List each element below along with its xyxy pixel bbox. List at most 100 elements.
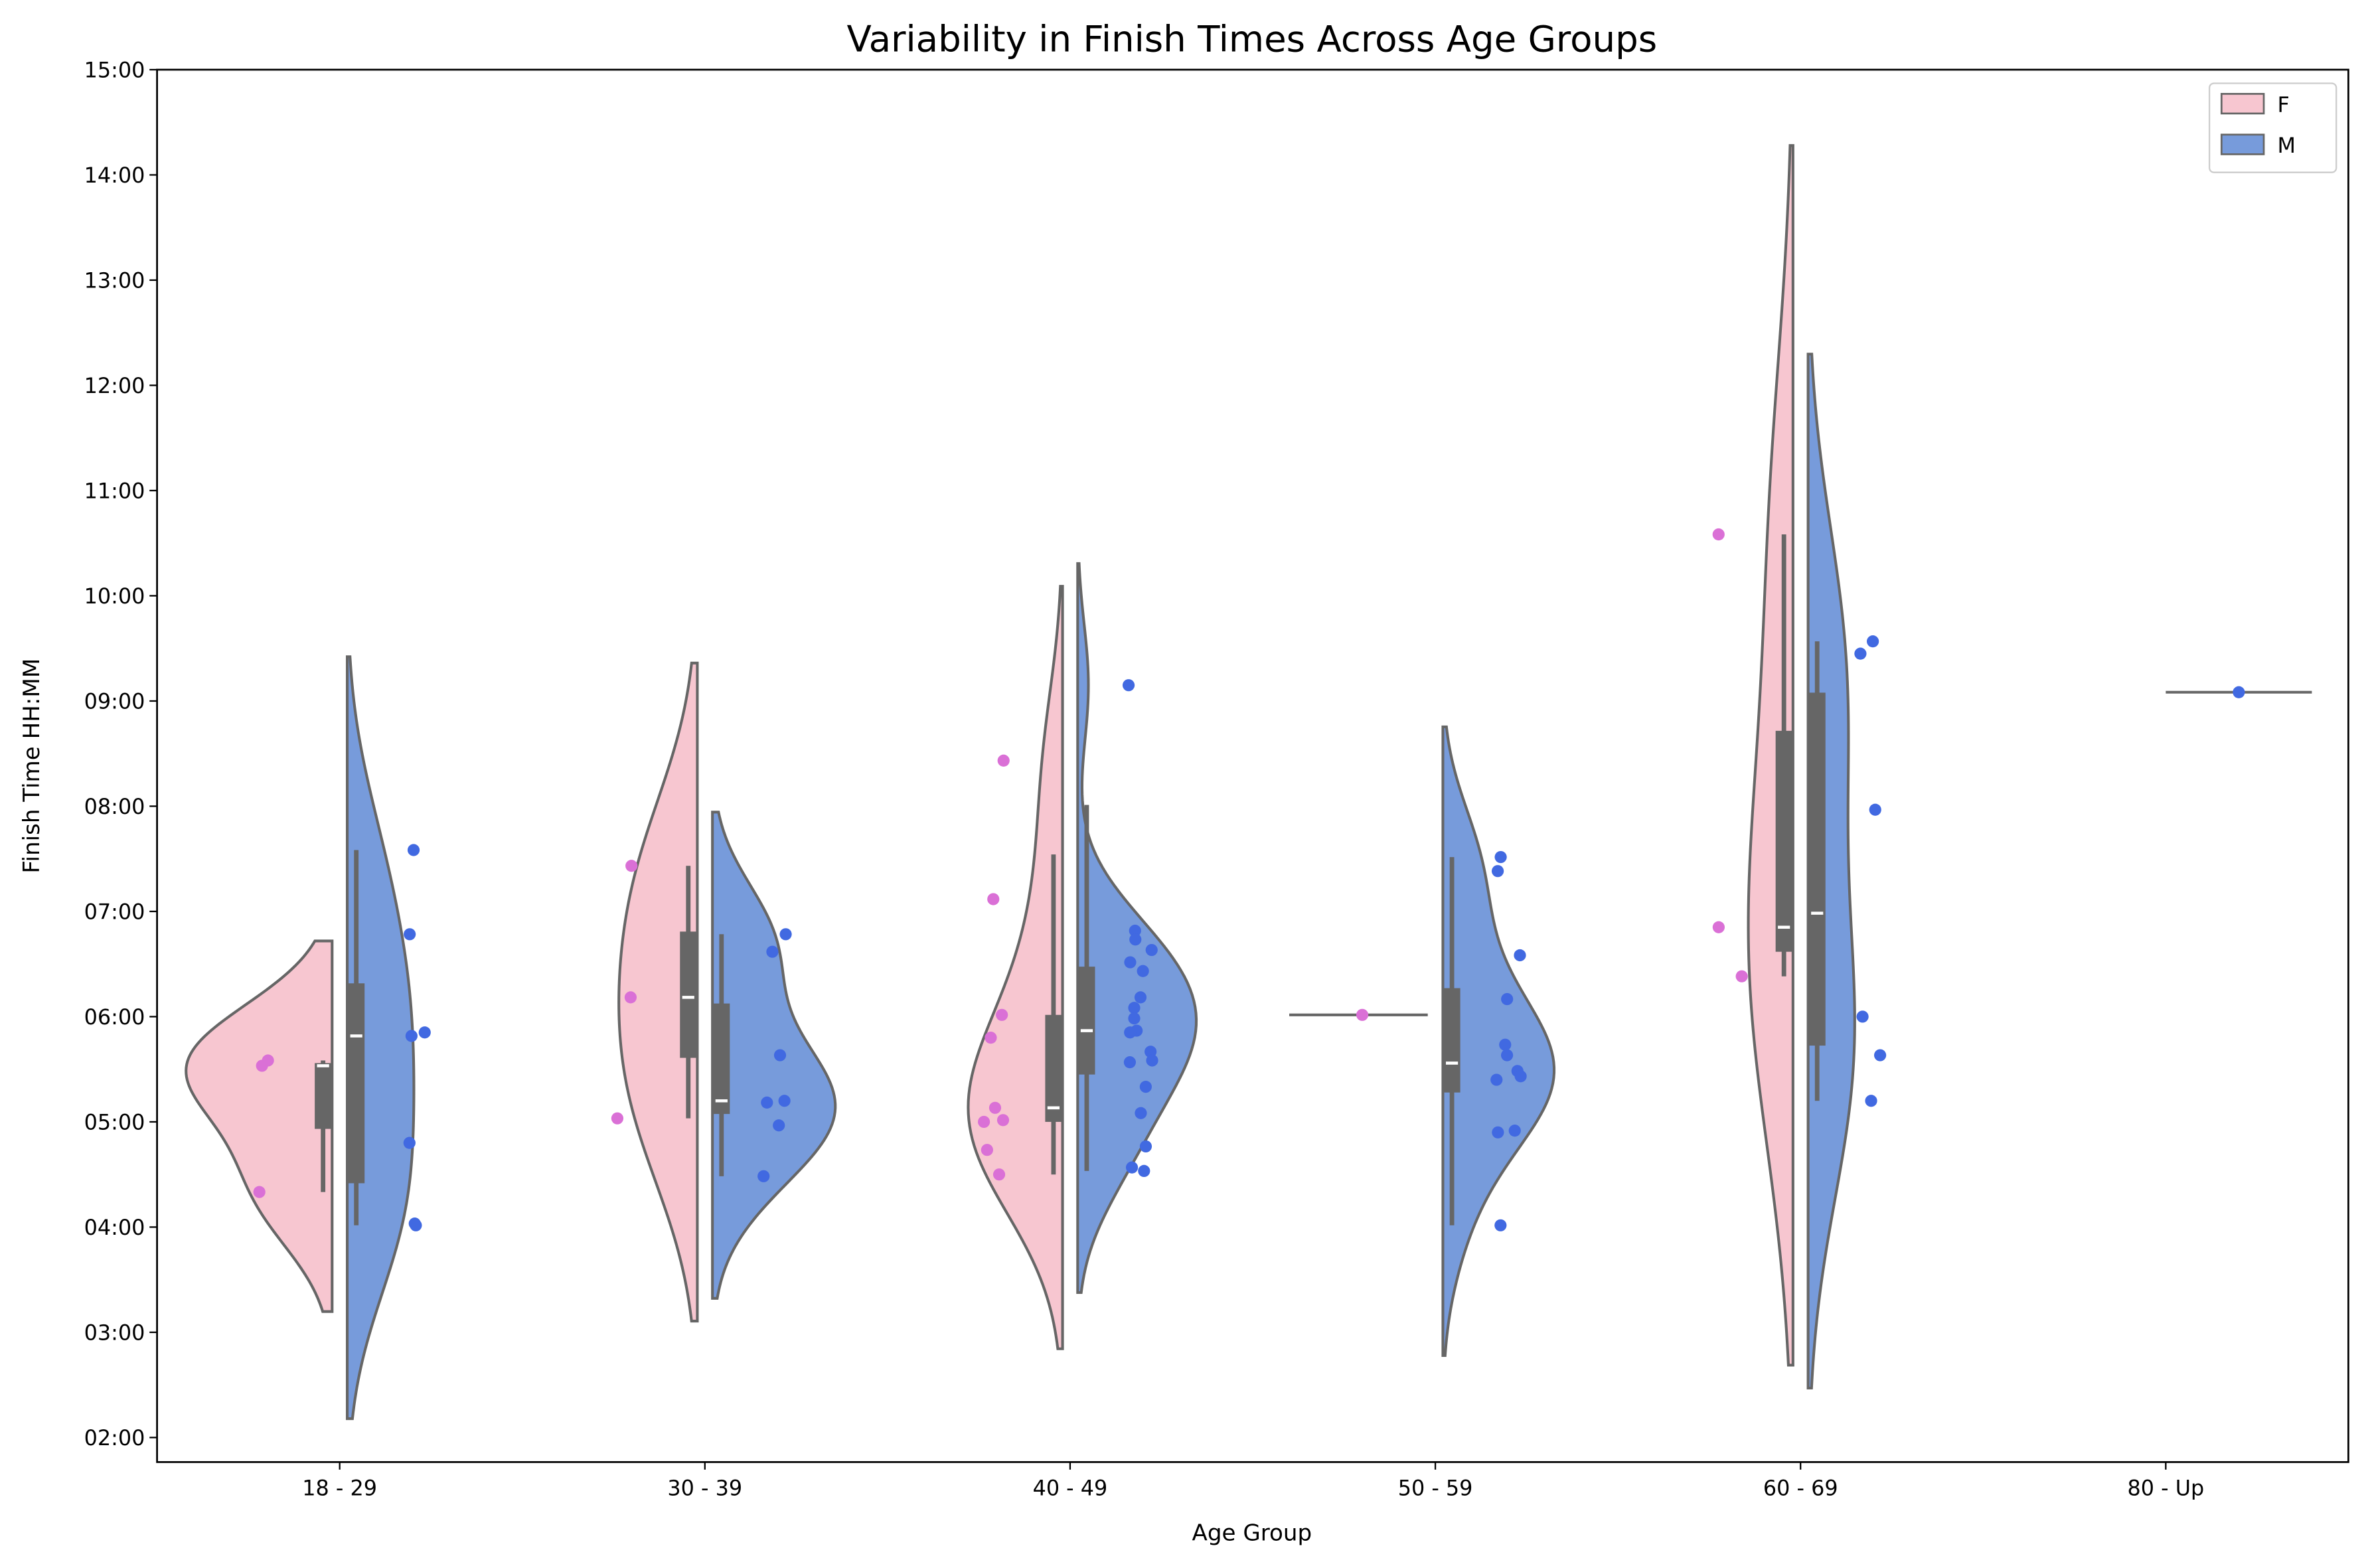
box-iqr-f bbox=[315, 1063, 332, 1129]
point-m bbox=[1491, 865, 1504, 878]
box-iqr-m bbox=[1078, 967, 1095, 1075]
point-f bbox=[1712, 528, 1725, 541]
point-f bbox=[996, 1114, 1010, 1127]
violin-m bbox=[711, 811, 837, 1300]
box-iqr-m bbox=[1443, 988, 1460, 1093]
point-m bbox=[1146, 1054, 1158, 1067]
point-f bbox=[611, 1112, 624, 1125]
point-m bbox=[1145, 943, 1158, 957]
point-m bbox=[773, 1049, 787, 1061]
x-axis: 18 - 29 30 - 39 40 - 49 50 - 59 60 - 69 80 - … bbox=[302, 1462, 2204, 1500]
legend-swatch-m bbox=[2220, 133, 2265, 155]
point-m bbox=[1494, 1219, 1507, 1231]
point-m bbox=[410, 1219, 422, 1231]
point-m bbox=[1492, 1126, 1504, 1138]
point-m bbox=[1124, 956, 1137, 969]
point-m bbox=[1499, 1038, 1512, 1051]
point-f bbox=[256, 1059, 268, 1072]
box-iqr-m bbox=[348, 983, 365, 1184]
box-iqr-f bbox=[1045, 1014, 1062, 1122]
legend: F M bbox=[2209, 82, 2337, 173]
x-tick-label: 40 - 49 bbox=[1033, 1475, 1108, 1500]
point-m bbox=[1123, 1056, 1137, 1069]
point-f bbox=[981, 1144, 993, 1156]
point-m bbox=[403, 1137, 416, 1149]
point-m bbox=[1867, 635, 1879, 648]
box-iqr-m bbox=[1808, 692, 1826, 1046]
point-m bbox=[1135, 1107, 1147, 1119]
point-m bbox=[779, 928, 792, 941]
box-iqr-m bbox=[713, 1003, 730, 1115]
point-m bbox=[1500, 1049, 1514, 1061]
point-m bbox=[1137, 965, 1149, 977]
point-m bbox=[1138, 1164, 1150, 1178]
point-m bbox=[418, 1026, 431, 1039]
violin-f bbox=[185, 939, 334, 1313]
point-f bbox=[985, 1032, 997, 1044]
point-m bbox=[1865, 1095, 1877, 1107]
y-tick-label: 14:00 bbox=[84, 163, 145, 188]
point-f bbox=[624, 991, 637, 1004]
point-m bbox=[1874, 1049, 1887, 1061]
point-m bbox=[1139, 1140, 1152, 1153]
point-f bbox=[992, 1168, 1006, 1181]
violins bbox=[185, 144, 2312, 1421]
y-tick-label: 10:00 bbox=[84, 584, 145, 609]
y-tick-label: 09:00 bbox=[84, 688, 145, 714]
point-m bbox=[778, 1095, 791, 1107]
x-axis-label: Age Group bbox=[1192, 1520, 1312, 1547]
y-tick-label: 04:00 bbox=[84, 1215, 145, 1240]
point-m bbox=[761, 1096, 773, 1109]
y-tick-label: 11:00 bbox=[84, 478, 145, 503]
point-m bbox=[1125, 1161, 1139, 1174]
y-axis: 02:00 03:00 04:00 05:00 06:00 07:00 08:00 09:00… bbox=[84, 57, 157, 1450]
x-tick-label: 18 - 29 bbox=[302, 1475, 377, 1500]
point-m bbox=[404, 928, 416, 941]
legend-label-m: M bbox=[2278, 133, 2296, 158]
point-m bbox=[1501, 992, 1514, 1006]
y-tick-label: 07:00 bbox=[84, 899, 145, 924]
point-m bbox=[773, 1119, 785, 1132]
violin-f bbox=[1747, 144, 1794, 1367]
point-m bbox=[1129, 924, 1141, 937]
point-f bbox=[253, 1186, 266, 1198]
point-m bbox=[2233, 686, 2245, 698]
point-f bbox=[977, 1115, 990, 1129]
point-m bbox=[1869, 803, 1881, 816]
point-m bbox=[1508, 1125, 1521, 1137]
violin-f bbox=[967, 585, 1064, 1350]
box-iqr-f bbox=[680, 931, 697, 1058]
point-m bbox=[757, 1170, 770, 1182]
point-m bbox=[1490, 1073, 1503, 1086]
y-tick-label: 08:00 bbox=[84, 794, 145, 819]
point-m bbox=[1856, 1010, 1869, 1023]
point-m bbox=[1128, 1002, 1141, 1014]
y-tick-label: 03:00 bbox=[84, 1320, 145, 1345]
violin-m bbox=[1806, 353, 1856, 1390]
point-m bbox=[1854, 647, 1867, 660]
violin-f bbox=[617, 661, 699, 1323]
point-f bbox=[988, 1101, 1002, 1114]
y-axis-label: Finish Time HH:MM bbox=[19, 659, 45, 874]
x-tick-label: 60 - 69 bbox=[1763, 1475, 1838, 1500]
point-f bbox=[1712, 921, 1725, 933]
point-f bbox=[1356, 1008, 1369, 1021]
x-tick-label: 80 - Up bbox=[2127, 1475, 2204, 1500]
point-m bbox=[1128, 1012, 1141, 1025]
point-m bbox=[1124, 1026, 1137, 1039]
point-f bbox=[996, 1008, 1008, 1021]
violin-m bbox=[1441, 725, 1556, 1358]
plot-frame bbox=[156, 68, 2349, 1463]
point-m bbox=[1514, 949, 1526, 962]
y-tick-label: 05:00 bbox=[84, 1109, 145, 1135]
box-iqr-f bbox=[1775, 730, 1792, 952]
point-m bbox=[407, 844, 420, 856]
x-tick-label: 30 - 39 bbox=[667, 1475, 742, 1500]
point-m bbox=[1514, 1070, 1527, 1083]
strip-points bbox=[253, 528, 2245, 1231]
y-tick-label: 13:00 bbox=[84, 268, 145, 293]
point-m bbox=[1122, 679, 1135, 692]
point-m bbox=[405, 1030, 418, 1042]
